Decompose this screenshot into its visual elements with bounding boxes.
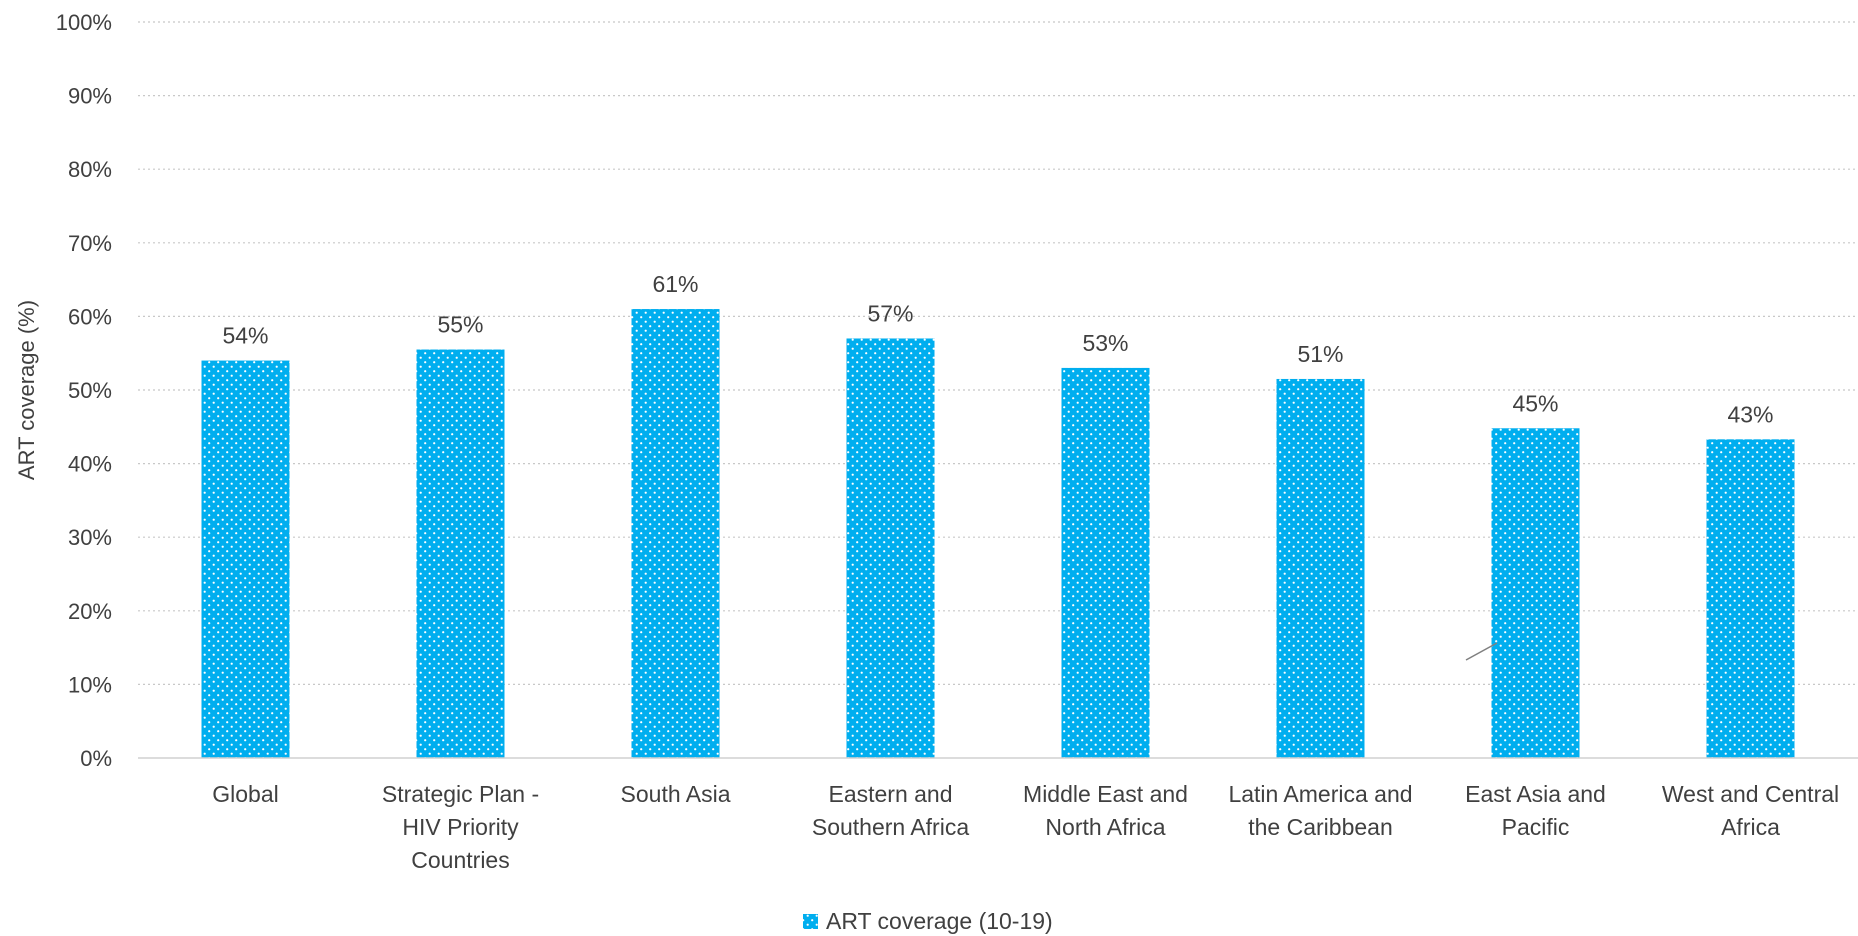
y-tick-label: 0% [80, 746, 112, 771]
x-tick-label: Eastern and Southern Africa [812, 781, 969, 840]
y-tick-label: 50% [68, 378, 112, 403]
data-label: 57% [867, 300, 913, 326]
x-tick-label-line: Pacific [1502, 814, 1570, 840]
x-tick-label: West and Central Africa [1662, 781, 1839, 840]
bar [631, 309, 720, 758]
y-tick-label: 90% [68, 84, 112, 109]
bar [416, 349, 505, 758]
data-label: 43% [1727, 401, 1773, 427]
data-label: 51% [1297, 341, 1343, 367]
bar [1491, 428, 1580, 758]
x-tick-label-line: North Africa [1045, 814, 1165, 840]
x-tick-label: Middle East and North Africa [1023, 781, 1188, 840]
x-tick-label-line: South Asia [621, 781, 731, 807]
y-axis-title: ART coverage (%) [14, 300, 39, 480]
y-tick-label: 80% [68, 157, 112, 182]
y-axis: 0% 10% 20% 30% 40% 50% 60% 70% 80% 90% 100% [56, 10, 112, 771]
y-tick-label: 40% [68, 452, 112, 477]
data-label: 61% [652, 271, 698, 297]
y-tick-label: 30% [68, 525, 112, 550]
legend-label: ART coverage (10-19) [826, 908, 1053, 934]
x-tick-label-line: East Asia and [1465, 781, 1606, 807]
bar [1706, 439, 1795, 758]
legend: ART coverage (10-19) [803, 908, 1053, 934]
x-tick-label-line: Countries [411, 847, 509, 873]
x-tick-label: Latin America and the Caribbean [1228, 781, 1412, 840]
leader-line [1465, 642, 1498, 661]
x-tick-label-line: West and Central [1662, 781, 1839, 807]
x-tick-label: Global [212, 781, 278, 807]
y-tick-label: 10% [68, 672, 112, 697]
x-tick-label: South Asia [621, 781, 731, 807]
data-label: 55% [437, 312, 483, 338]
x-tick-label: East Asia and Pacific [1465, 781, 1606, 840]
gridlines [138, 21, 1858, 686]
x-tick-label-line: Strategic Plan - [382, 781, 539, 807]
x-tick-label-line: HIV Priority [402, 814, 519, 840]
bar [201, 360, 290, 758]
x-tick-label-line: Southern Africa [812, 814, 969, 840]
y-tick-label: 60% [68, 304, 112, 329]
x-tick-label-line: Eastern and [828, 781, 952, 807]
data-label: 45% [1512, 390, 1558, 416]
x-tick-label-line: Africa [1721, 814, 1780, 840]
bar [846, 338, 935, 758]
y-tick-label: 100% [56, 10, 112, 35]
bar [1276, 378, 1365, 758]
x-tick-label-line: Global [212, 781, 278, 807]
x-tick-label: Strategic Plan - HIV Priority Countries [382, 781, 539, 873]
data-label: 54% [222, 323, 268, 349]
data-label: 53% [1082, 330, 1128, 356]
bar [1061, 367, 1150, 758]
x-axis-labels: Global Strategic Plan - HIV Priority Countr… [212, 781, 1839, 873]
y-tick-label: 20% [68, 599, 112, 624]
x-tick-label-line: Middle East and [1023, 781, 1188, 807]
bars: 54% 55% 61% 57% 53% 51% 45% 43% [201, 271, 1795, 758]
x-tick-label-line: the Caribbean [1248, 814, 1393, 840]
x-tick-label-line: Latin America and [1228, 781, 1412, 807]
y-tick-label: 70% [68, 231, 112, 256]
legend-swatch [803, 914, 818, 929]
